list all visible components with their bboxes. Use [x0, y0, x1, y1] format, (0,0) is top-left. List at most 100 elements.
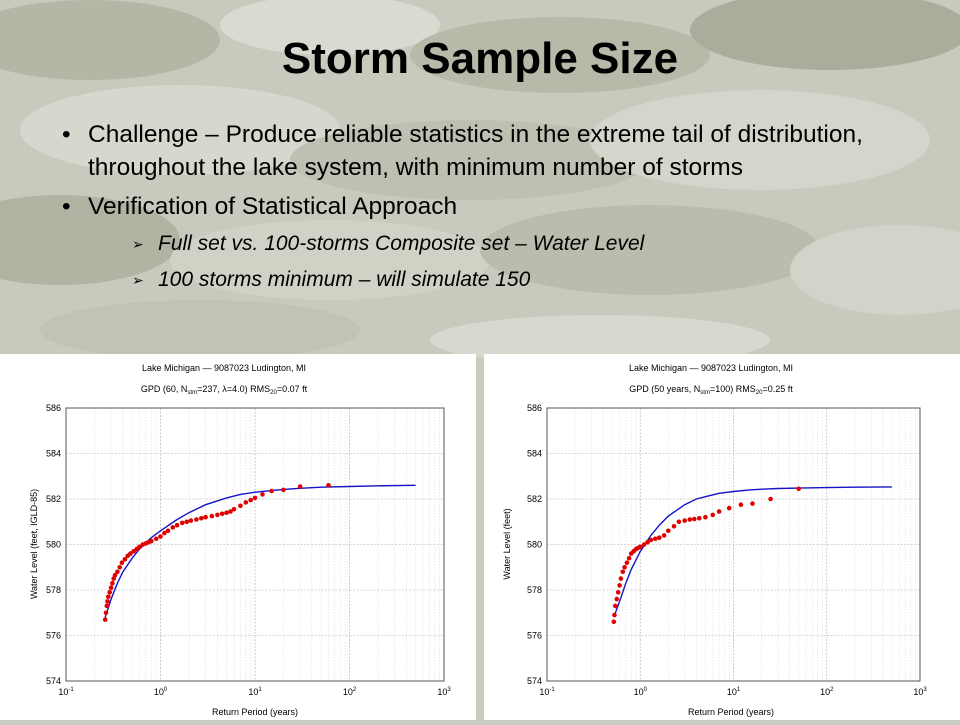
data-point: [297, 484, 303, 489]
data-point: [622, 565, 627, 570]
x-axis-label: Return Period (years): [212, 707, 298, 717]
y-tick-label: 582: [46, 494, 61, 504]
data-point: [666, 528, 671, 534]
x-tick-label: 10-1: [58, 687, 74, 697]
data-point: [703, 514, 708, 520]
chart-full-set: Lake Michigan — 9087023 Ludington, MI GP…: [29, 363, 451, 717]
data-point: [108, 585, 114, 590]
data-point: [184, 519, 190, 525]
x-tick-label: 103: [437, 687, 451, 697]
data-point: [238, 503, 243, 509]
data-point: [269, 488, 274, 494]
data-point: [671, 524, 677, 529]
data-point: [103, 610, 109, 616]
chart-panel-full-set: Lake Michigan — 9087023 Ludington, MI GP…: [0, 354, 476, 720]
y-tick-label: 584: [46, 449, 61, 459]
data-point: [326, 483, 331, 488]
data-point: [612, 612, 617, 618]
arrow-bullet-icon: ➢: [132, 272, 144, 288]
y-tick-label: 574: [527, 676, 542, 686]
subtitle-part: stm: [187, 390, 197, 396]
data-point: [618, 576, 624, 581]
subbullet-100-storms-text: 100 storms minimum – will simulate 150: [158, 268, 531, 291]
data-point: [209, 513, 215, 519]
data-point: [645, 539, 650, 545]
chart-composite-set: Lake Michigan — 9087023 Ludington, MI GP…: [502, 363, 927, 717]
x-tick-exponent: 2: [830, 687, 834, 693]
x-tick-exponent: 0: [164, 687, 168, 693]
data-point: [243, 500, 249, 505]
data-point: [248, 497, 253, 503]
data-point: [615, 590, 621, 595]
data-point: [128, 551, 133, 556]
subtitle-part: =237,: [197, 384, 222, 394]
x-tick-exponent: 3: [447, 687, 451, 693]
y-tick-label: 578: [527, 585, 542, 595]
x-tick-exponent: -1: [68, 687, 74, 693]
data-point: [750, 501, 755, 506]
data-point: [614, 596, 620, 602]
x-tick-label: 102: [820, 687, 834, 697]
data-point: [687, 517, 693, 522]
data-point: [102, 617, 108, 622]
subtitle-part: =0.07 ft: [277, 384, 308, 394]
data-point: [106, 594, 111, 600]
bullet-verification: Verification of Statistical Approach ➢ F…: [60, 190, 920, 295]
chart-subtitle: GPD (50 years, Nstm=100) RMS20=0.25 ft: [629, 384, 793, 396]
bullet-verification-text: Verification of Statistical Approach: [88, 193, 458, 220]
data-point: [657, 535, 662, 540]
data-point: [153, 536, 159, 542]
data-point: [107, 590, 112, 595]
y-tick-label: 576: [46, 631, 61, 641]
data-point: [676, 519, 682, 525]
data-point: [224, 510, 229, 515]
data-point: [611, 619, 617, 625]
data-point: [768, 496, 773, 502]
data-point: [617, 583, 622, 588]
data-point: [638, 544, 643, 550]
x-tick-label: 10-1: [539, 687, 555, 697]
x-tick-label: 103: [913, 687, 927, 697]
subtitle-part: =100) RMS: [710, 384, 756, 394]
x-tick-label: 101: [248, 687, 262, 697]
data-point: [252, 495, 258, 501]
bullet-list: Challenge – Produce reliable statistics …: [60, 118, 920, 301]
data-point: [215, 512, 220, 518]
data-point: [170, 525, 176, 530]
subtitle-part: 20: [756, 390, 763, 396]
subbullet-full-set-text: Full set vs. 100-storms Composite set – …: [158, 232, 645, 255]
data-point: [137, 544, 142, 550]
fit-curve-line: [613, 486, 892, 618]
data-point: [180, 520, 185, 526]
y-tick-label: 580: [46, 540, 61, 550]
x-tick-label: 100: [634, 687, 648, 697]
data-point: [104, 603, 110, 609]
subtitle-part: 20: [270, 390, 277, 396]
data-point: [281, 487, 286, 493]
data-point: [648, 537, 654, 543]
subtitle-part: =4.0) RMS: [227, 384, 270, 394]
y-tick-label: 576: [527, 631, 542, 641]
x-tick-label: 101: [727, 687, 741, 697]
x-tick-exponent: 3: [923, 687, 927, 693]
data-point: [716, 509, 722, 514]
fit-curve-line: [104, 484, 416, 618]
data-point: [105, 599, 110, 604]
y-axis-label: Water Level (feet, IGLD-85): [29, 489, 39, 599]
y-tick-label: 582: [527, 494, 542, 504]
x-tick-exponent: 1: [737, 687, 741, 693]
data-point: [194, 517, 199, 522]
x-tick-exponent: -1: [549, 687, 555, 693]
x-tick-label: 102: [343, 687, 357, 697]
data-point: [613, 603, 618, 609]
x-tick-exponent: 1: [258, 687, 262, 693]
subtitle-part: GPD (60, N: [141, 384, 188, 394]
data-point: [199, 516, 204, 521]
data-point: [122, 557, 128, 562]
data-point: [697, 516, 702, 521]
data-point: [620, 569, 626, 575]
data-point: [641, 542, 647, 547]
subbullet-full-set: ➢ Full set vs. 100-storms Composite set …: [88, 229, 920, 259]
x-axis-label: Return Period (years): [688, 707, 774, 717]
data-point: [165, 528, 171, 534]
